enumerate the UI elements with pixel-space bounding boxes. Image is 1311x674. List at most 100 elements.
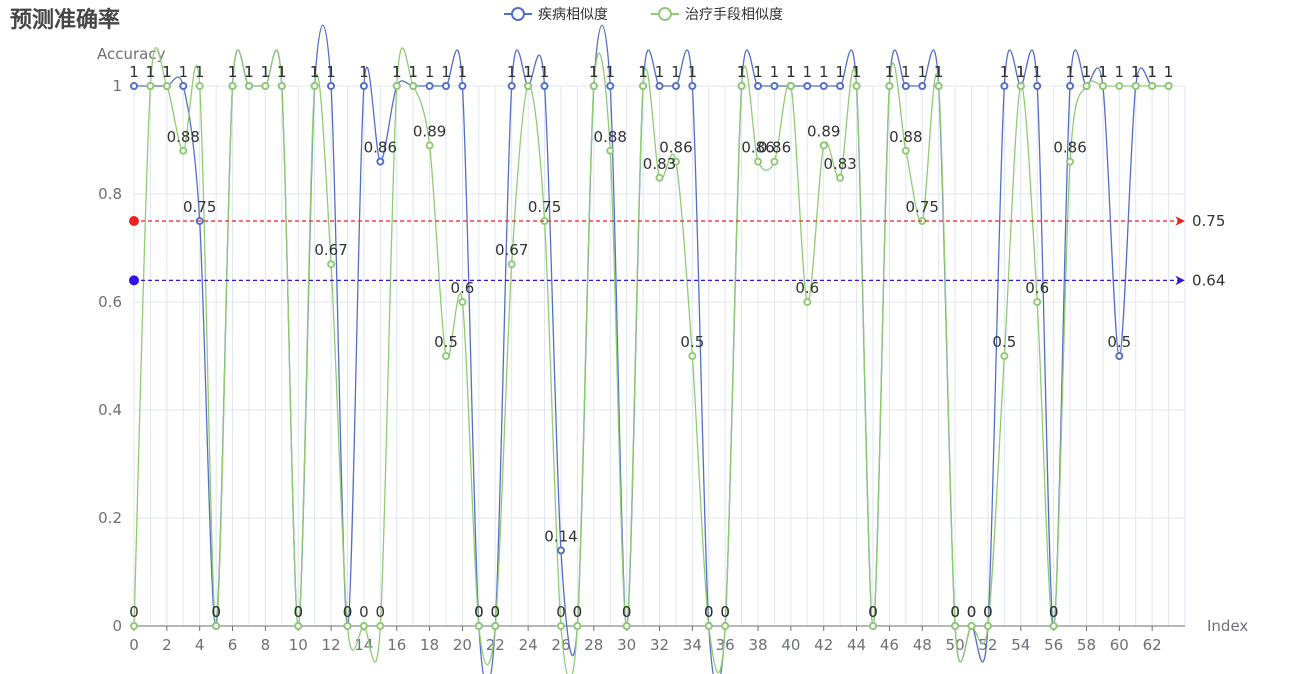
data-point-1 [622, 622, 631, 630]
data-label-0: 1 [638, 63, 648, 81]
data-label-1: 1 [244, 63, 254, 81]
data-label-1: 0.89 [413, 122, 446, 140]
data-point-1 [655, 173, 664, 182]
y-tick-label: 0.6 [98, 293, 122, 311]
x-tick-label: 42 [814, 636, 833, 654]
data-point-1 [343, 622, 352, 630]
x-tick-label: 32 [650, 636, 669, 654]
data-label-1: 0.83 [823, 155, 856, 173]
data-point-1 [934, 82, 943, 90]
data-label-0: 0 [704, 603, 714, 621]
data-label-1: 1 [1016, 63, 1026, 81]
data-label-1: 0.5 [680, 333, 704, 351]
data-label-0: 1 [261, 63, 271, 81]
data-point-1 [425, 141, 434, 150]
data-label-1: 0 [868, 603, 878, 621]
data-label-1: 1 [162, 63, 172, 81]
data-point-1 [261, 82, 270, 90]
data-label-1: 1 [228, 63, 238, 81]
data-label-1: 0.86 [1053, 139, 1086, 157]
data-label-1: 0 [129, 603, 139, 621]
data-label-1: 0 [573, 603, 583, 621]
data-label-0: 0.75 [183, 198, 216, 216]
data-point-0 [540, 82, 549, 90]
data-point-1 [1033, 298, 1042, 306]
data-point-1 [688, 352, 697, 360]
data-label-1: 1 [261, 63, 271, 81]
data-label-0: 1 [1000, 63, 1010, 81]
data-label-0: 0 [293, 603, 303, 621]
data-point-1 [491, 622, 500, 630]
data-point-0 [376, 157, 385, 166]
legend-label-treatment: 治疗手段相似度 [685, 7, 783, 23]
data-point-1 [392, 82, 401, 90]
data-label-0: 0 [491, 603, 501, 621]
data-point-1 [819, 141, 828, 150]
data-label-0: 1 [359, 63, 369, 81]
data-label-0: 1 [655, 63, 665, 81]
data-point-1 [1016, 82, 1025, 90]
data-label-1: 1 [1082, 63, 1092, 81]
y-tick-label: 0.2 [98, 509, 122, 527]
data-label-0: 1 [277, 63, 287, 81]
data-label-0: 1 [901, 63, 911, 81]
data-label-0: 1 [392, 63, 402, 81]
y-tick-label: 0.8 [98, 185, 122, 203]
x-tick-label: 12 [322, 636, 341, 654]
data-label-1: 1 [737, 63, 747, 81]
y-tick-label: 1 [112, 77, 122, 95]
data-label-1: 1 [1098, 63, 1108, 81]
data-label-0: 1 [326, 63, 336, 81]
x-tick-label: 26 [551, 636, 570, 654]
x-tick-label: 30 [617, 636, 636, 654]
x-tick-label: 10 [289, 636, 308, 654]
x-tick-label: 52 [978, 636, 997, 654]
y-axis-title: Accuracy [97, 45, 166, 63]
data-label-0: 0 [474, 603, 484, 621]
legend: 疾病相似度 治疗手段相似度 [0, 0, 1311, 30]
x-axis-title: Index [1207, 617, 1248, 635]
data-label-1: 1 [885, 63, 895, 81]
legend-label-disease: 疾病相似度 [538, 7, 608, 23]
data-point-0 [1066, 82, 1075, 90]
data-label-0: 1 [244, 63, 254, 81]
data-point-1 [130, 622, 138, 630]
data-label-0: 1 [1147, 63, 1157, 81]
data-label-0: 1 [885, 63, 895, 81]
data-label-1: 1 [1147, 63, 1157, 81]
data-point-0 [836, 82, 845, 90]
x-tick-label: 36 [716, 636, 735, 654]
x-tick-label: 8 [261, 636, 271, 654]
data-label-0: 1 [310, 63, 320, 81]
data-point-0 [556, 546, 565, 555]
data-point-1 [277, 82, 286, 90]
data-label-0: 0 [622, 603, 632, 621]
data-point-0 [819, 82, 828, 90]
data-label-1: 0.86 [659, 139, 692, 157]
data-point-1 [983, 622, 992, 630]
data-label-0: 1 [408, 63, 418, 81]
mark-line-label: 0.64 [1192, 271, 1225, 289]
data-point-1 [474, 622, 483, 630]
data-label-1: 0.5 [434, 333, 458, 351]
data-label-1: 1 [934, 63, 944, 81]
data-label-1: 0 [293, 603, 303, 621]
data-label-1: 0.86 [758, 139, 791, 157]
x-tick-label: 62 [1143, 636, 1162, 654]
data-point-0 [606, 82, 615, 90]
data-point-1 [671, 157, 680, 166]
data-point-0 [918, 82, 927, 90]
legend-item-disease[interactable]: 疾病相似度 [504, 4, 608, 24]
data-point-1 [195, 82, 204, 90]
data-point-0 [754, 82, 763, 90]
data-label-0: 0 [983, 603, 993, 621]
data-point-1 [901, 146, 910, 155]
data-point-1 [1000, 352, 1009, 360]
data-point-1 [409, 82, 418, 90]
data-point-1 [310, 82, 319, 90]
data-label-1: 0 [211, 603, 221, 621]
legend-item-treatment[interactable]: 治疗手段相似度 [651, 4, 783, 24]
data-point-0 [770, 82, 779, 90]
x-tick-label: 18 [420, 636, 439, 654]
